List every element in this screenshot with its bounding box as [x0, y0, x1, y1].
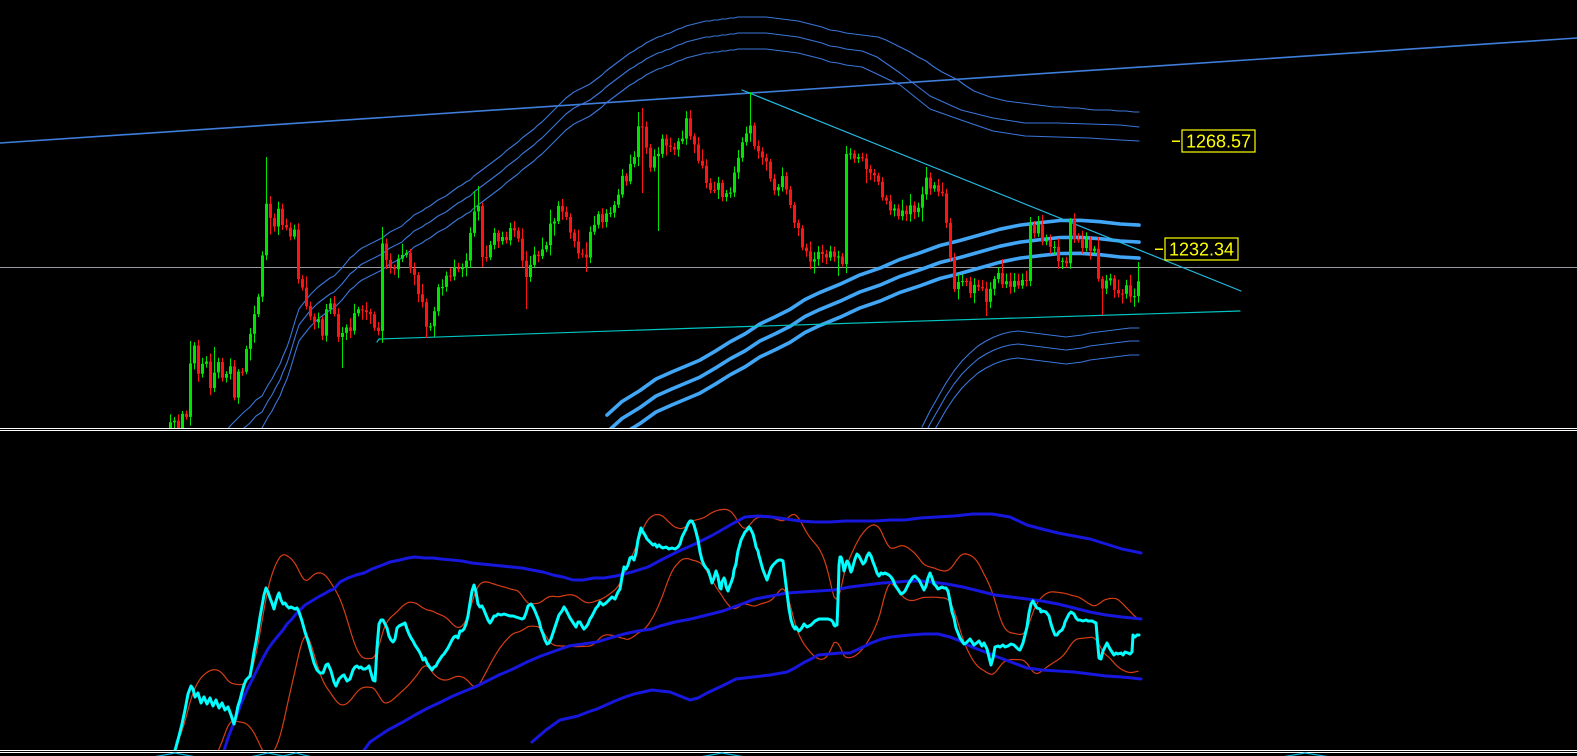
- svg-text:1232.34: 1232.34: [1169, 240, 1234, 260]
- svg-text:1268.57: 1268.57: [1186, 132, 1251, 152]
